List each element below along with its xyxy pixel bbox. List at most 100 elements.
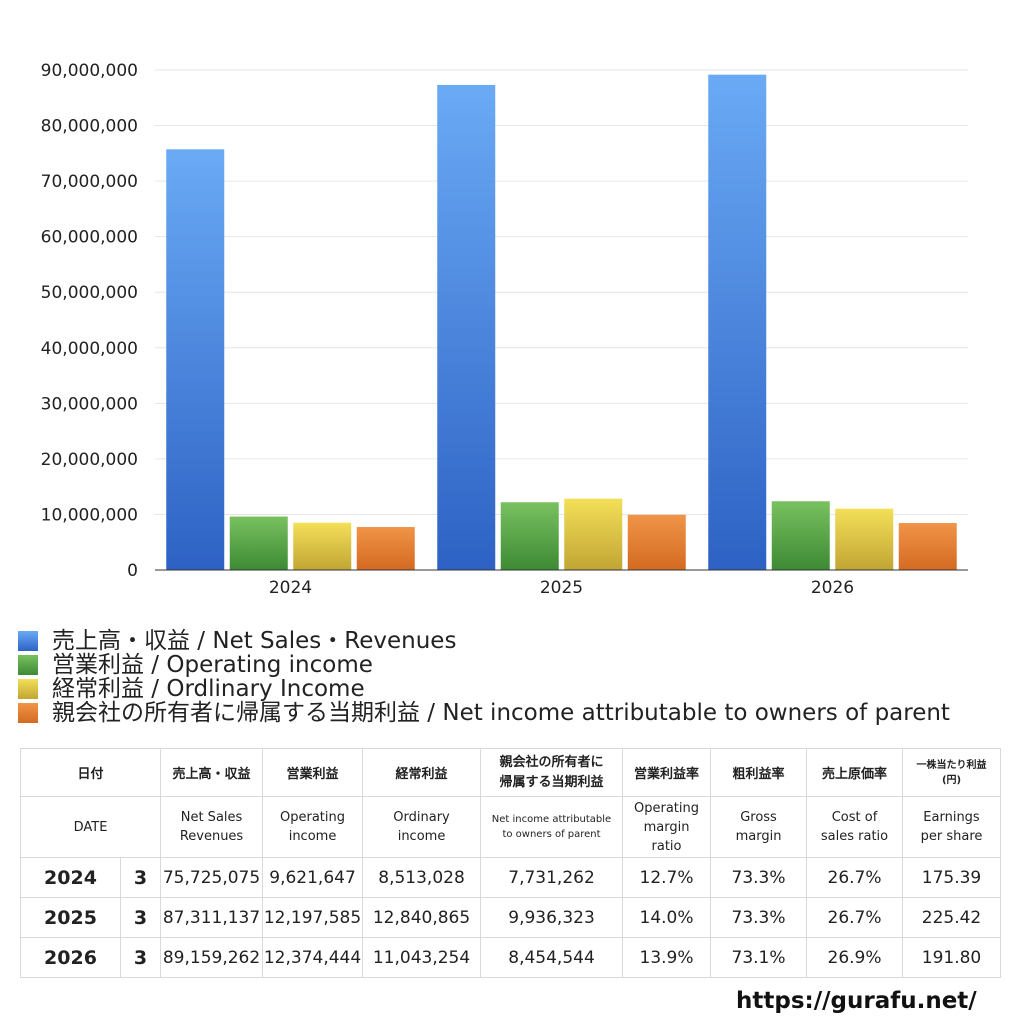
cell-sales: 87,311,137 [160, 897, 264, 938]
cell-net-income: 8,454,544 [480, 937, 624, 978]
x-axis-tick-labels: 2024 2025 2026 [269, 578, 854, 598]
cell-net-income: 9,936,323 [480, 897, 624, 938]
x-tick-label: 2026 [811, 578, 854, 598]
header-eps-en-line1: Earnings [923, 810, 980, 825]
legend-item-operating-income: 営業利益 / Operating income [18, 653, 950, 677]
cell-sales: 89,159,262 [160, 937, 264, 978]
header-op-income-en-line1: Operating [280, 810, 346, 825]
cell-ord-income: 11,043,254 [362, 937, 482, 978]
bar-ordinary-income-2025 [564, 498, 623, 570]
header-net-income-jp-line2: 帰属する当期利益 [499, 774, 604, 790]
x-tick-label: 2025 [540, 578, 583, 598]
header-op-margin-en-line3: ratio [651, 838, 682, 854]
header-sales-en-line1: Net Sales [180, 810, 243, 825]
header-op-margin-jp: 営業利益率 [622, 748, 712, 797]
legend-item-ordinary-income: 経常利益 / Ordlinary Income [18, 677, 950, 701]
y-tick-label: 10,000,000 [41, 505, 138, 525]
table-row: 2025 3 87,311,137 12,197,585 12,840,865 … [20, 897, 1002, 938]
header-date-en: DATE [19, 796, 162, 858]
header-net-income-jp: 親会社の所有者に 帰属する当期利益 [480, 748, 624, 797]
header-gross-margin-jp: 粗利益率 [710, 748, 808, 797]
bar-chart: 0 10,000,000 20,000,000 30,000,000 40,000,00… [41, 61, 968, 598]
site-url: https://gurafu.net/ [736, 988, 977, 1014]
cell-eps: 225.42 [902, 897, 1002, 938]
header-op-margin-en-line2: margin [643, 819, 690, 835]
legend-swatch-net-sales [18, 631, 38, 651]
cell-cost-ratio: 26.7% [806, 857, 904, 898]
legend-swatch-operating-income [18, 655, 38, 675]
header-date-jp: 日付 [19, 748, 162, 797]
grid-lines [155, 69, 968, 515]
header-net-income-en-line1: Net income attributable [491, 814, 612, 825]
bar-net-sales-2026 [708, 74, 767, 570]
legend-label-net-sales: 売上高・収益 / Net Sales・Revenues [52, 628, 457, 654]
chart-legend: 売上高・収益 / Net Sales・Revenues 営業利益 / Opera… [18, 629, 950, 725]
legend-swatch-ordinary-income [18, 679, 38, 699]
header-eps-en: Earnings per share [902, 796, 1002, 858]
header-op-margin-en: Operating margin ratio [622, 796, 712, 858]
cell-year: 2024 [20, 857, 121, 898]
bar-operating-income-2025 [500, 502, 559, 570]
legend-swatch-net-income [18, 703, 38, 723]
header-ord-income-en-line2: income [397, 829, 446, 844]
table-header-jp: 日付 売上高・収益 営業利益 経常利益 親会社の所有者に 帰属する当期利益 営業… [19, 748, 1002, 797]
financial-table: 日付 売上高・収益 営業利益 経常利益 親会社の所有者に 帰属する当期利益 営業… [19, 748, 1002, 978]
y-tick-label: 40,000,000 [41, 339, 138, 359]
header-net-income-en-line2: to owners of parent [502, 829, 601, 840]
cell-gross-margin: 73.3% [710, 857, 808, 898]
y-tick-label: 20,000,000 [41, 450, 138, 470]
cell-cost-ratio: 26.9% [806, 937, 904, 978]
y-tick-label: 50,000,000 [41, 283, 138, 303]
cell-month: 3 [119, 937, 162, 978]
header-cost-ratio-en: Cost of sales ratio [806, 796, 904, 858]
bar-net-income-2026 [898, 523, 957, 570]
bar-operating-income-2024 [229, 516, 288, 570]
header-ord-income-jp: 経常利益 [362, 748, 482, 797]
cell-eps: 175.39 [902, 857, 1002, 898]
legend-label-operating-income: 営業利益 / Operating income [52, 652, 373, 678]
table-header-en: DATE Net Sales Revenues Operating income… [19, 796, 1002, 858]
cell-net-income: 7,731,262 [480, 857, 624, 898]
table-row: 2024 3 75,725,075 9,621,647 8,513,028 7,… [20, 857, 1002, 898]
header-cost-ratio-jp: 売上原価率 [806, 748, 904, 797]
header-cost-ratio-en-line2: sales ratio [820, 829, 889, 844]
cell-cost-ratio: 26.7% [806, 897, 904, 938]
cell-op-margin: 14.0% [622, 897, 712, 938]
bar-net-income-2025 [627, 514, 686, 570]
cell-op-margin: 13.9% [622, 937, 712, 978]
cell-sales: 75,725,075 [160, 857, 264, 898]
y-tick-label: 80,000,000 [41, 117, 138, 137]
header-sales-jp: 売上高・収益 [160, 748, 264, 797]
x-tick-label: 2024 [269, 578, 312, 598]
header-ord-income-en-line1: Ordinary [393, 810, 450, 825]
cell-eps: 191.80 [902, 937, 1002, 978]
y-axis-tick-labels: 0 10,000,000 20,000,000 30,000,000 40,000,00… [41, 61, 138, 581]
header-cost-ratio-en-line1: Cost of [831, 810, 878, 825]
header-eps-en-line2: per share [920, 829, 983, 844]
header-sales-en-line2: Revenues [179, 829, 244, 844]
cell-ord-income: 8,513,028 [362, 857, 482, 898]
y-tick-label: 90,000,000 [41, 61, 138, 81]
bar-net-sales-2024 [166, 149, 225, 570]
header-gross-margin-en-line1: Gross [740, 810, 777, 825]
legend-item-net-income: 親会社の所有者に帰属する当期利益 / Net income attributab… [18, 701, 950, 725]
header-eps-jp: 一株当たり利益 (円) [902, 748, 1002, 797]
cell-month: 3 [119, 857, 162, 898]
header-net-income-en: Net income attributable to owners of par… [480, 796, 624, 858]
header-gross-margin-en-line2: margin [735, 829, 782, 844]
bar-operating-income-2026 [771, 501, 830, 570]
header-op-margin-en-line1: Operating [634, 800, 700, 816]
y-tick-label: 0 [127, 561, 138, 581]
header-ord-income-en: Ordinary income [362, 796, 482, 858]
y-tick-label: 30,000,000 [41, 394, 138, 414]
bar-net-sales-2025 [437, 84, 496, 571]
bar-net-income-2024 [356, 527, 415, 570]
bars [166, 74, 957, 571]
bar-ordinary-income-2026 [835, 508, 894, 570]
header-op-income-en-line2: income [288, 829, 337, 844]
legend-label-ordinary-income: 経常利益 / Ordlinary Income [52, 676, 365, 702]
cell-gross-margin: 73.3% [710, 897, 808, 938]
header-sales-en: Net Sales Revenues [160, 796, 264, 858]
cell-op-margin: 12.7% [622, 857, 712, 898]
header-eps-jp-line1: 一株当たり利益 [916, 759, 987, 771]
